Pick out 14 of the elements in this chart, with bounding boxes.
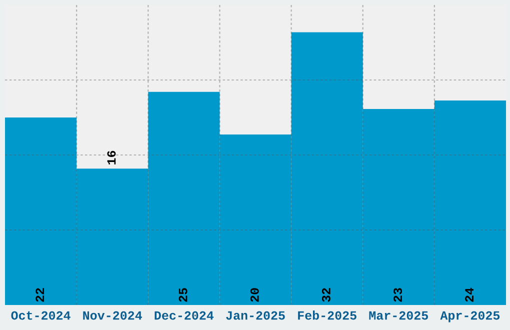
- x-tick-label: Apr-2025: [440, 311, 500, 322]
- x-tick-label: Jan-2025: [226, 311, 285, 320]
- x-tick-label: Feb-2025: [298, 310, 356, 320]
- data-label: 25: [178, 288, 188, 302]
- data-label: 20: [250, 288, 259, 302]
- x-tick-label: Oct-2024: [11, 311, 70, 320]
- data-label: 24: [465, 288, 474, 302]
- data-label: 22: [36, 288, 44, 302]
- data-label: 23: [394, 288, 402, 302]
- data-label: 32: [322, 288, 330, 302]
- x-tick-label: Mar-2025: [369, 311, 428, 320]
- x-tick-label: Dec-2024: [154, 311, 214, 320]
- data-label: 16: [107, 150, 116, 164]
- x-tick-label: Nov-2024: [83, 311, 142, 320]
